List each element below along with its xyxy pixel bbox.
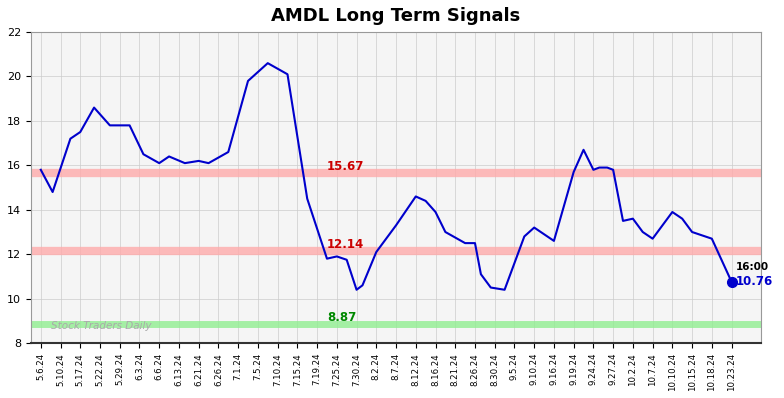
Text: 8.87: 8.87 bbox=[327, 311, 356, 324]
Text: 10.76: 10.76 bbox=[735, 275, 773, 288]
Text: 16:00: 16:00 bbox=[735, 262, 768, 272]
Text: 15.67: 15.67 bbox=[327, 160, 365, 173]
Text: Stock Traders Daily: Stock Traders Daily bbox=[51, 321, 151, 331]
Text: 12.14: 12.14 bbox=[327, 238, 365, 252]
Title: AMDL Long Term Signals: AMDL Long Term Signals bbox=[271, 7, 521, 25]
